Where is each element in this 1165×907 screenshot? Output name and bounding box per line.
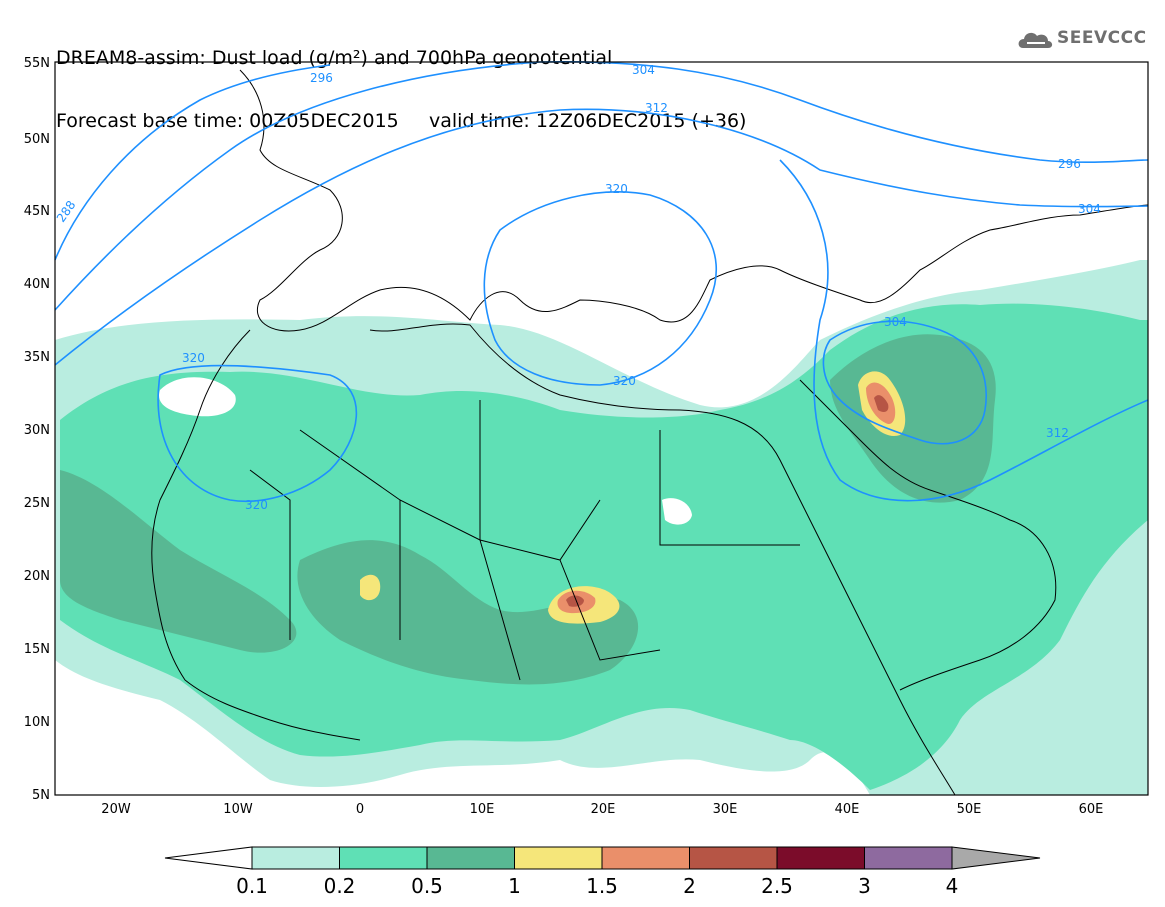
logo-text: SEEVCCC: [1057, 28, 1147, 48]
lon-label: 10E: [470, 802, 495, 817]
dust-region-darker-west: [60, 470, 297, 653]
contour-320-med: [483, 191, 718, 386]
dust-gap-nw: [159, 377, 236, 417]
coast-arabia: [799, 379, 1057, 691]
lat-label: 40N: [24, 277, 50, 292]
colorbar-swatch: [514, 846, 603, 870]
contour-label: 304: [884, 315, 907, 329]
contour-label: 320: [245, 498, 268, 512]
coast-africa: [369, 323, 956, 796]
lat-label: 50N: [24, 132, 50, 147]
lat-label: 55N: [24, 56, 50, 71]
colorbar-swatch: [339, 846, 428, 870]
border-lines: [249, 400, 800, 681]
lat-label: 45N: [24, 204, 50, 219]
dust-gap-egypt: [662, 498, 692, 525]
lat-label: 30N: [24, 423, 50, 438]
colorbar-label: 2.5: [761, 874, 793, 898]
colorbar-label: 3: [858, 874, 871, 898]
colorbar-arrow-high: [951, 846, 1041, 870]
contour-320-west: [157, 364, 358, 503]
coast-west-africa: [151, 329, 361, 741]
lon-label: 20E: [591, 802, 616, 817]
lat-label: 35N: [24, 350, 50, 365]
coast-europe: [239, 69, 1149, 332]
dust-patch-7: [874, 395, 889, 412]
colorbar-swatch: [601, 846, 690, 870]
contour-296: [54, 60, 1149, 311]
colorbar-label: 0.2: [324, 874, 356, 898]
contour-288: [54, 64, 331, 261]
colorbar-swatch: [426, 846, 515, 870]
lon-label: 0: [356, 802, 364, 817]
contour-label: 312: [645, 101, 668, 115]
cloud-icon: [1018, 32, 1053, 48]
map-frame: [54, 61, 1149, 796]
latitude-axis: 55N 50N 45N 40N 35N 30N 25N 20N 15N 10N …: [24, 56, 50, 803]
lon-label: 30E: [713, 802, 738, 817]
colorbar-label: 0.5: [411, 874, 443, 898]
dust-patch-6: [566, 595, 584, 607]
contour-label: 296: [1058, 157, 1081, 171]
contour-label: 304: [1078, 202, 1101, 216]
lat-label: 15N: [24, 642, 50, 657]
lat-label: 20N: [24, 569, 50, 584]
colorbar-label: 1.5: [586, 874, 618, 898]
colorbar-label: 2: [683, 874, 696, 898]
contour-label: 304: [632, 63, 655, 77]
colorbar-swatch: [689, 846, 778, 870]
geopotential-contours: [54, 60, 1149, 503]
colorbar-swatch: [864, 846, 953, 870]
colorbar: [164, 846, 1041, 870]
colorbar-arrow-low: [164, 846, 253, 870]
title-line-2: Forecast base time: 00Z05DEC2015 valid t…: [56, 110, 747, 132]
contour-312-east: [779, 159, 1149, 502]
colorbar-label: 0.1: [236, 874, 268, 898]
longitude-axis: 20W 10W 0 10E 20E 30E 40E 50E 60E: [101, 802, 1103, 817]
contour-304-east: [822, 320, 987, 445]
contour-304: [54, 108, 1149, 366]
contour-value-labels: 296 304 312 320 320 320 320 288 304 312 …: [54, 63, 1101, 512]
colorbar-label: 1: [508, 874, 521, 898]
lon-label: 10W: [223, 802, 253, 817]
colorbar-swatch: [251, 846, 340, 870]
lon-label: 40E: [835, 802, 860, 817]
colorbar-swatch: [776, 846, 865, 870]
lon-label: 20W: [101, 802, 131, 817]
contour-label: 320: [613, 374, 636, 388]
lon-label: 60E: [1079, 802, 1104, 817]
lon-label: 50E: [957, 802, 982, 817]
contour-label: 320: [182, 351, 205, 365]
contour-label: 296: [310, 71, 333, 85]
coastlines: [151, 69, 1149, 796]
contour-label: 312: [1046, 426, 1069, 440]
dust-region-darker-central: [297, 540, 639, 685]
colorbar-labels: 0.1 0.2 0.5 1 1.5 2 2.5 3 4: [236, 874, 958, 898]
lat-label: 5N: [32, 788, 50, 803]
dust-patch-1: [360, 574, 381, 601]
lat-label: 10N: [24, 715, 50, 730]
lat-label: 25N: [24, 496, 50, 511]
dust-fill-layer: [55, 260, 1148, 795]
contour-label: 320: [605, 182, 628, 196]
colorbar-label: 4: [946, 874, 959, 898]
